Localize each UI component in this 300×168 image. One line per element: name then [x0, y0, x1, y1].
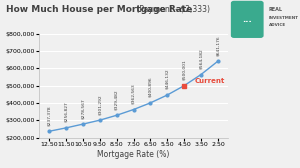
Text: How Much House per Mortgage Rate: How Much House per Mortgage Rate — [6, 5, 192, 14]
Y-axis label: House Cost: House Cost — [0, 64, 3, 107]
Text: $400,896: $400,896 — [148, 77, 152, 97]
Text: $237,378: $237,378 — [47, 105, 51, 126]
Text: (Payment - $2,333): (Payment - $2,333) — [134, 5, 209, 14]
Text: Current: Current — [194, 78, 225, 83]
Text: $362,563: $362,563 — [131, 83, 136, 104]
Text: $256,827: $256,827 — [64, 102, 68, 122]
FancyBboxPatch shape — [231, 1, 264, 38]
Text: $301,292: $301,292 — [98, 94, 102, 115]
Text: $641,176: $641,176 — [216, 35, 220, 56]
Text: $500,001: $500,001 — [182, 59, 186, 80]
Text: ...: ... — [242, 15, 252, 24]
Text: REAL: REAL — [269, 7, 283, 12]
Text: $278,567: $278,567 — [81, 98, 85, 119]
X-axis label: Mortgage Rate (%): Mortgage Rate (%) — [97, 150, 170, 159]
Text: INVESTMENT: INVESTMENT — [269, 16, 298, 20]
Text: ADVICE: ADVICE — [269, 24, 286, 27]
Text: $329,482: $329,482 — [115, 89, 119, 110]
Text: $564,182: $564,182 — [199, 48, 203, 69]
Text: $446,132: $446,132 — [165, 69, 169, 90]
